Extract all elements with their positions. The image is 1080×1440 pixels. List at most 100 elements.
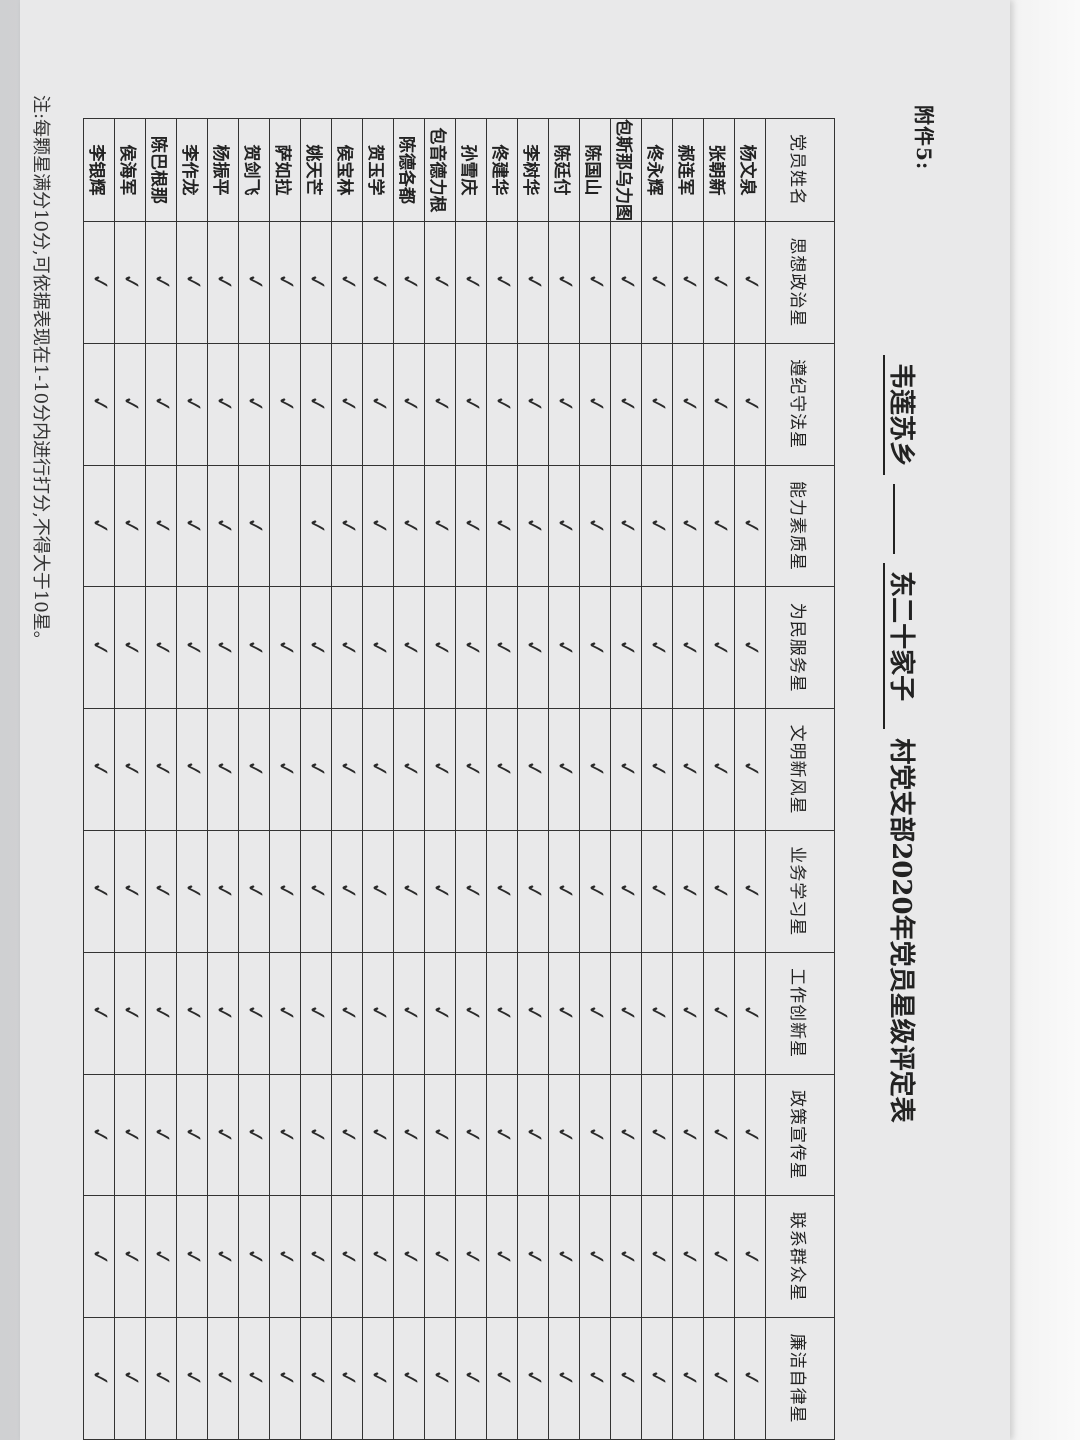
checkmark-icon: ✓	[240, 1002, 269, 1024]
star-cell: ✓	[393, 221, 425, 344]
star-cell: ✓	[548, 465, 580, 587]
table-body: 杨文泉 ✓ ✓ ✓ ✓ ✓ ✓ ✓ ✓ ✓ ✓ 张朝新 ✓ ✓ ✓ ✓ ✓ ✓ ✓ ✓ ✓ ✓ 郝连军 ✓ ✓ ✓ ✓ ✓ ✓ ✓ ✓ ✓ ✓ 佟…	[83, 118, 766, 1440]
table-row: 陈廷付 ✓ ✓ ✓ ✓ ✓ ✓ ✓ ✓ ✓ ✓	[548, 118, 580, 1440]
checkmark-icon: ✓	[178, 271, 207, 294]
star-cell: ✓	[455, 1195, 487, 1318]
checkmark-icon: ✓	[147, 636, 176, 659]
member-name: 陈廷付	[548, 118, 580, 222]
checkmark-icon: ✓	[581, 636, 610, 659]
checkmark-icon: ✓	[116, 271, 145, 294]
checkmark-icon: ✓	[612, 1245, 641, 1268]
star-cell: ✓	[300, 343, 332, 466]
checkmark-icon: ✓	[736, 1367, 765, 1390]
star-cell: ✓	[672, 1317, 704, 1440]
checkmark-icon: ✓	[147, 1245, 176, 1268]
star-cell: ✓	[83, 221, 115, 344]
checkmark-icon: ✓	[116, 1124, 145, 1146]
checkmark-icon: ✓	[178, 1002, 207, 1024]
checkmark-icon: ✓	[302, 1002, 331, 1024]
checkmark-icon: ✓	[240, 1367, 269, 1390]
checkmark-icon: ✓	[457, 1002, 486, 1024]
checkmark-icon: ✓	[271, 1124, 300, 1146]
star-cell: ✓	[300, 708, 332, 831]
checkmark-icon: ✓	[612, 515, 641, 537]
star-cell: ✓	[610, 952, 642, 1075]
checkmark-icon: ✓	[209, 271, 238, 294]
member-name: 贺剑飞	[238, 118, 270, 222]
table-row: 陈巴根那 ✓ ✓ ✓ ✓ ✓ ✓ ✓ ✓ ✓ ✓	[145, 118, 177, 1440]
checkmark-icon: ✓	[364, 271, 393, 294]
checkmark-icon: ✓	[147, 758, 176, 781]
star-cell: ✓	[486, 586, 518, 709]
star-cell: ✓	[331, 343, 363, 466]
star-cell: ✓	[83, 465, 115, 587]
star-cell: ✓	[300, 1074, 332, 1196]
member-name: 侯海军	[114, 118, 146, 222]
checkmark-icon: ✓	[271, 636, 300, 659]
checkmark-icon: ✓	[302, 1245, 331, 1268]
member-name: 孙雪庆	[455, 118, 487, 222]
checkmark-icon: ✓	[178, 1367, 207, 1390]
checkmark-icon: ✓	[488, 393, 517, 415]
checkmark-icon: ✓	[488, 515, 517, 537]
checkmark-icon: ✓	[333, 636, 362, 659]
member-name: 姚天芒	[300, 118, 332, 222]
star-cell: ✓	[114, 465, 146, 587]
star-cell: ✓	[455, 1317, 487, 1440]
star-cell: ✓	[176, 830, 208, 953]
checkmark-icon: ✓	[736, 636, 765, 659]
checkmark-icon: ✓	[395, 1124, 424, 1146]
star-cell: ✓	[610, 221, 642, 344]
checkmark-icon: ✓	[457, 271, 486, 294]
checkmark-icon: ✓	[302, 393, 331, 415]
star-cell: ✓	[641, 830, 673, 953]
checkmark-icon: ✓	[395, 1245, 424, 1268]
star-cell: ✓	[548, 1195, 580, 1318]
checkmark-icon: ✓	[488, 271, 517, 294]
star-cell: ✓	[734, 1317, 766, 1440]
star-cell: ✓	[486, 1195, 518, 1318]
member-name: 李作龙	[176, 118, 208, 222]
star-cell: ✓	[734, 343, 766, 466]
star-cell: ✓	[83, 708, 115, 831]
star-cell: ✓	[672, 830, 704, 953]
checkmark-icon: ✓	[395, 758, 424, 781]
star-cell: ✓	[610, 708, 642, 831]
checkmark-icon: ✓	[612, 1002, 641, 1024]
star-cell: ✓	[269, 586, 301, 709]
star-cell: ✓	[238, 830, 270, 953]
star-cell: ✓	[455, 1074, 487, 1196]
star-cell: ✓	[300, 952, 332, 1075]
star-cell: ✓	[331, 465, 363, 587]
checkmark-icon: ✓	[240, 515, 269, 537]
star-cell: ✓	[424, 952, 456, 1075]
star-cell: ✓	[145, 221, 177, 344]
checkmark-icon: ✓	[178, 515, 207, 537]
checkmark-icon: ✓	[488, 880, 517, 903]
checkmark-icon: ✓	[426, 1002, 455, 1024]
star-cell: ✓	[331, 221, 363, 344]
member-name: 贺玉学	[362, 118, 394, 222]
checkmark-icon: ✓	[674, 393, 703, 415]
star-cell: ✓	[517, 343, 549, 466]
star-cell: ✓	[145, 586, 177, 709]
checkmark-icon: ✓	[333, 515, 362, 537]
star-cell: ✓	[207, 221, 239, 344]
checkmark-icon: ✓	[705, 393, 734, 415]
star-cell: ✓	[703, 221, 735, 344]
checkmark-icon: ✓	[333, 1367, 362, 1390]
table-row: 贺玉学 ✓ ✓ ✓ ✓ ✓ ✓ ✓ ✓ ✓ ✓	[362, 118, 394, 1440]
star-cell: ✓	[207, 586, 239, 709]
title-village: 东二十家子	[883, 563, 922, 730]
star-cell	[269, 465, 301, 587]
checkmark-icon: ✓	[612, 880, 641, 903]
checkmark-icon: ✓	[364, 1002, 393, 1024]
checkmark-icon: ✓	[426, 393, 455, 415]
star-cell: ✓	[486, 708, 518, 831]
star-cell: ✓	[517, 708, 549, 831]
star-cell: ✓	[269, 830, 301, 953]
star-cell: ✓	[238, 708, 270, 831]
star-cell: ✓	[362, 465, 394, 587]
checkmark-icon: ✓	[426, 636, 455, 659]
star-cell: ✓	[610, 1195, 642, 1318]
